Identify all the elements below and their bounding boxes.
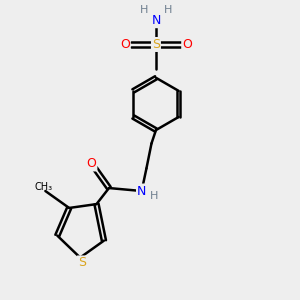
Text: O: O — [86, 158, 96, 170]
Text: N: N — [137, 184, 146, 197]
Text: O: O — [182, 38, 192, 51]
Text: H: H — [150, 191, 158, 201]
Text: H: H — [140, 5, 148, 15]
Text: N: N — [151, 14, 160, 27]
Text: O: O — [120, 38, 130, 51]
Text: S: S — [78, 256, 86, 269]
Text: H: H — [164, 5, 172, 15]
Text: CH₃: CH₃ — [35, 182, 53, 192]
Text: S: S — [152, 38, 160, 51]
